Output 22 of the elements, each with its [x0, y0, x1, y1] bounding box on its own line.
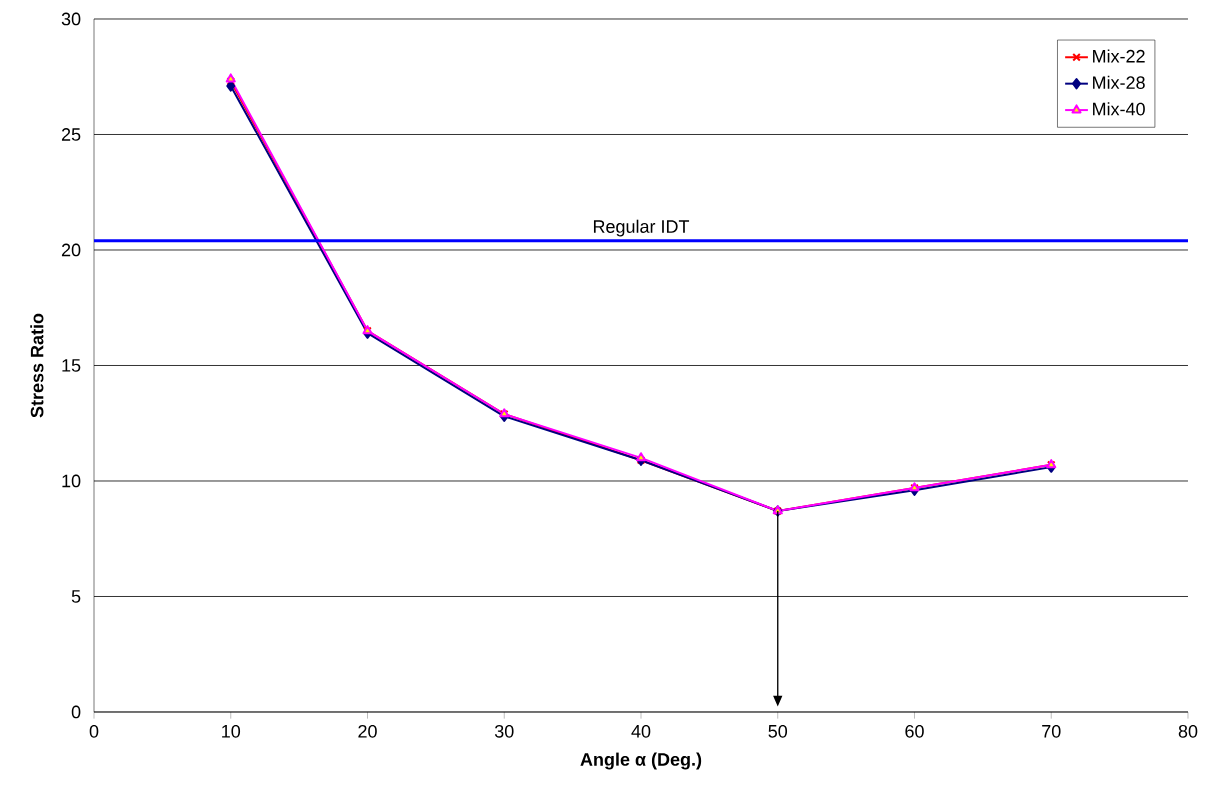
y-tick-label: 15	[62, 359, 81, 372]
y-tick-label: 25	[61, 128, 81, 141]
y-axis-title: Stress Ratio	[30, 313, 44, 418]
x-tick-label: 10	[222, 724, 241, 738]
y-tick-label: 30	[61, 12, 81, 26]
x-tick-label: 30	[494, 724, 514, 738]
legend-label: Mix-22	[1093, 49, 1145, 63]
x-tick-label: 60	[905, 724, 924, 738]
y-tick-label: 5	[71, 590, 81, 603]
x-tick-label: 80	[1178, 724, 1198, 738]
ref-line-label: Regular IDT	[593, 219, 690, 237]
x-tick-label: 50	[768, 724, 788, 738]
x-tick-label: 0	[89, 724, 99, 738]
y-tick-label: 10	[62, 474, 81, 488]
y-tick-label: 0	[71, 705, 81, 719]
x-axis-title: Angle α (Deg.)	[580, 752, 702, 770]
x-tick-label: 20	[358, 724, 377, 738]
x-tick-label: 40	[631, 724, 651, 738]
y-tick-label: 20	[61, 243, 81, 257]
legend-label: Mix-40	[1093, 102, 1145, 116]
legend-label: Mix-28	[1093, 75, 1145, 89]
x-tick-label: 70	[1042, 724, 1061, 738]
